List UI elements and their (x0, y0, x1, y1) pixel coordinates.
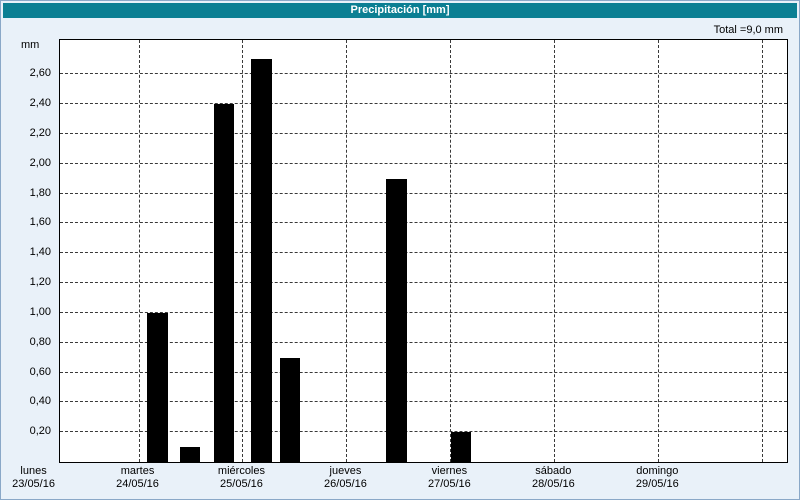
y-tick-label: 1,20 (29, 276, 51, 289)
y-axis-labels: 0,20 0,40 0,60 0,80 1,00 1,20 1,40 1,60 1,80 2,00… (1, 39, 55, 461)
x-axis-labels: lunes 23/05/16 martes 24/05/16 miércoles 25/0… (12, 465, 786, 495)
horizontal-gridline (60, 252, 787, 254)
y-tick-label: 1,00 (29, 305, 51, 318)
day-name: lunes (20, 465, 47, 477)
chart-title: Precipitación [mm] (350, 4, 450, 16)
y-tick-label: 1,60 (29, 216, 51, 229)
day-date: 24/05/16 (116, 478, 159, 490)
day-date: 25/05/16 (220, 478, 263, 490)
vertical-gridline (450, 40, 452, 462)
x-day-label: viernes 27/05/16 (428, 465, 471, 491)
x-day-label: miércoles 25/05/16 (218, 465, 265, 491)
precipitation-bar (214, 104, 235, 462)
day-name: viernes (431, 465, 468, 477)
y-tick-label: 2,40 (29, 97, 51, 110)
precipitation-bar (279, 357, 300, 462)
vertical-gridline (658, 40, 660, 462)
horizontal-gridline (60, 192, 787, 194)
y-tick-label: 0,20 (29, 425, 51, 438)
y-axis-unit-label: mm (21, 39, 40, 51)
day-name: sábado (535, 465, 572, 477)
day-date: 28/05/16 (531, 478, 575, 490)
vertical-gridline (138, 40, 140, 462)
horizontal-gridline (60, 341, 787, 343)
precipitation-bar (147, 312, 168, 462)
vertical-gridline (554, 40, 556, 462)
x-day-label: domingo 29/05/16 (636, 465, 679, 491)
y-tick-label: 1,80 (29, 186, 51, 199)
horizontal-gridline (60, 371, 787, 373)
horizontal-gridline (60, 222, 787, 224)
horizontal-gridline (60, 73, 787, 75)
day-name: jueves (329, 465, 362, 477)
total-label: Total =9,0 mm (713, 24, 783, 36)
x-day-label: lunes 23/05/16 (12, 465, 55, 491)
y-tick-label: 0,60 (29, 365, 51, 378)
precipitation-bar (251, 59, 272, 462)
horizontal-gridline (60, 431, 787, 433)
horizontal-gridline (60, 282, 787, 284)
y-tick-label: 2,00 (29, 156, 51, 169)
day-name: miércoles (217, 465, 266, 477)
y-tick-label: 0,80 (29, 335, 51, 348)
horizontal-gridline (60, 401, 787, 403)
day-name: domingo (636, 465, 679, 477)
day-name: martes (120, 465, 155, 477)
y-tick-label: 0,40 (29, 395, 51, 408)
day-date: 29/05/16 (635, 478, 679, 490)
horizontal-gridline (60, 132, 787, 134)
day-date: 26/05/16 (324, 478, 367, 490)
day-date: 23/05/16 (12, 478, 55, 490)
horizontal-gridline (60, 162, 787, 164)
x-day-label: martes 24/05/16 (116, 465, 159, 491)
precipitation-bar (179, 447, 201, 462)
precipitation-bar (451, 432, 472, 462)
horizontal-gridline (60, 103, 787, 105)
precipitation-bar (386, 178, 407, 462)
y-tick-label: 2,20 (29, 126, 51, 139)
horizontal-gridline (60, 311, 787, 313)
vertical-gridline (762, 40, 764, 462)
vertical-gridline (346, 40, 348, 462)
y-tick-label: 1,40 (29, 246, 51, 259)
y-tick-label: 2,60 (29, 67, 51, 80)
x-day-label: sábado 28/05/16 (532, 465, 575, 491)
vertical-gridline (242, 40, 244, 462)
x-day-label: jueves 26/05/16 (324, 465, 367, 491)
day-date: 27/05/16 (427, 478, 471, 490)
plot-area (59, 39, 788, 463)
title-bar: Precipitación [mm] (3, 3, 797, 18)
